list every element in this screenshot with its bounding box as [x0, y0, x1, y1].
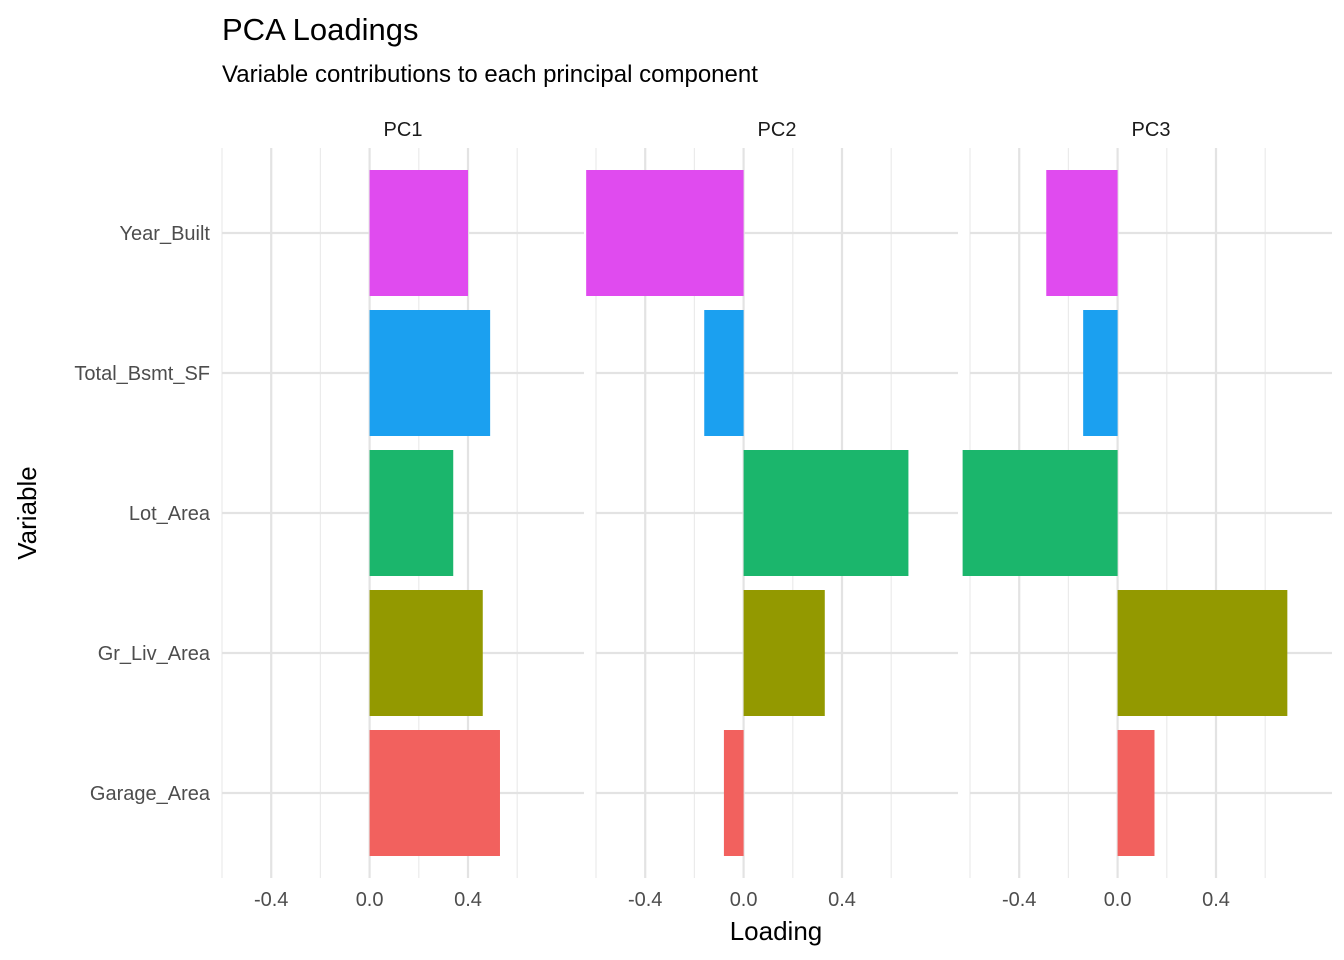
- chart-subtitle: Variable contributions to each principal…: [222, 61, 758, 88]
- bar-pc3-garage-area: [1117, 730, 1155, 856]
- x-tick-label: 0.0: [730, 889, 758, 911]
- y-tick-label: Total_Bsmt_SF: [74, 363, 210, 385]
- bar-pc2-gr-liv-area: [743, 590, 825, 716]
- bar-pc3-total-bsmt-sf: [1083, 310, 1118, 436]
- bar-pc2-lot-area: [743, 450, 909, 576]
- x-tick-label: -0.4: [1002, 889, 1036, 911]
- x-tick-label: -0.4: [628, 889, 662, 911]
- bar-pc1-garage-area: [369, 730, 500, 856]
- bar-pc1-gr-liv-area: [369, 590, 483, 716]
- x-tick-label: 0.4: [1202, 889, 1230, 911]
- x-tick-label: 0.4: [828, 889, 856, 911]
- bar-pc1-total-bsmt-sf: [369, 310, 491, 436]
- x-tick-label: 0.0: [1104, 889, 1132, 911]
- bar-pc1-year-built: [369, 170, 468, 296]
- y-tick-label: Gr_Liv_Area: [98, 643, 211, 665]
- panel-strip-label: PC2: [758, 119, 797, 141]
- bar-pc1-lot-area: [369, 450, 454, 576]
- bar-pc2-total-bsmt-sf: [704, 310, 744, 436]
- x-tick-label: -0.4: [254, 889, 288, 911]
- panel-strip-label: PC1: [384, 119, 423, 141]
- plot-area: PC1 -0.4 0.0 0.4 PC2 -0.4 0.0 0.4 PC3 -0.4 0.0 0.4 Y…: [74, 119, 1332, 911]
- chart-title: PCA Loadings: [222, 12, 418, 47]
- y-tick-label: Garage_Area: [90, 783, 211, 805]
- x-axis-label: Loading: [730, 916, 823, 946]
- x-tick-label: 0.0: [356, 889, 384, 911]
- bar-pc2-garage-area: [723, 730, 744, 856]
- bar-pc3-lot-area: [962, 450, 1118, 576]
- bar-pc3-gr-liv-area: [1117, 590, 1288, 716]
- x-tick-label: 0.4: [454, 889, 482, 911]
- y-tick-label: Lot_Area: [129, 503, 211, 525]
- y-axis-label: Variable: [12, 466, 42, 559]
- bar-pc2-year-built: [586, 170, 744, 296]
- y-tick-label: Year_Built: [120, 223, 211, 245]
- panel-strip-label: PC3: [1132, 119, 1171, 141]
- bar-pc3-year-built: [1046, 170, 1118, 296]
